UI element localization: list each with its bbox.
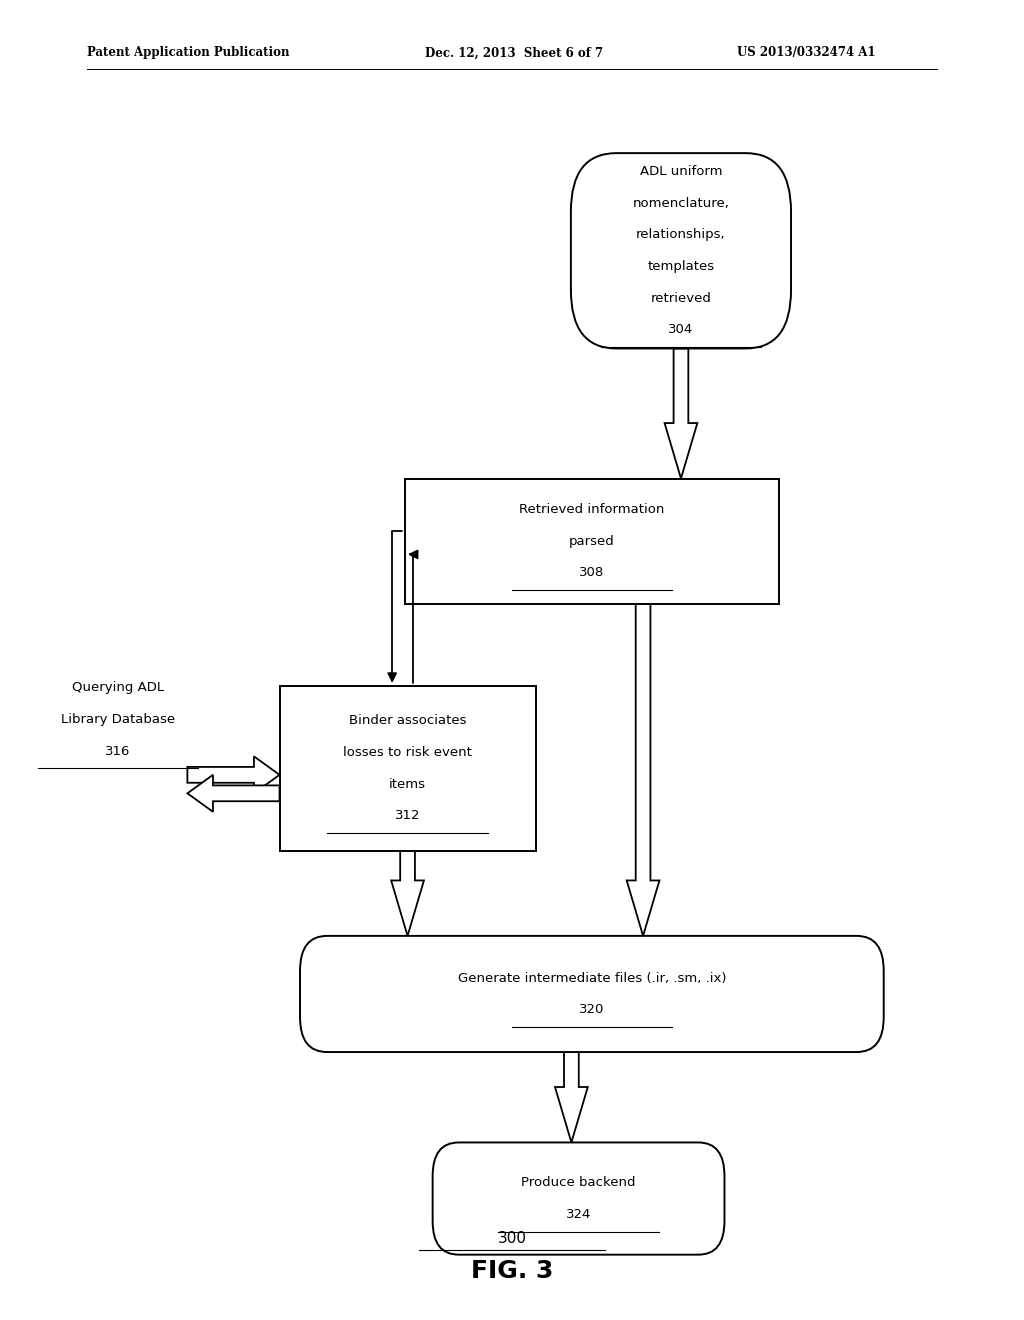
Text: 312: 312 xyxy=(395,809,420,822)
Text: items: items xyxy=(389,777,426,791)
Text: FIG. 3: FIG. 3 xyxy=(471,1259,553,1283)
Text: nomenclature,: nomenclature, xyxy=(633,197,729,210)
Text: retrieved: retrieved xyxy=(650,292,712,305)
FancyArrow shape xyxy=(391,851,424,936)
Text: ADL uniform: ADL uniform xyxy=(640,165,722,178)
FancyArrow shape xyxy=(187,775,280,812)
Text: 320: 320 xyxy=(580,1003,604,1016)
Text: Patent Application Publication: Patent Application Publication xyxy=(87,46,290,59)
FancyArrow shape xyxy=(187,756,280,793)
FancyBboxPatch shape xyxy=(571,153,791,348)
FancyBboxPatch shape xyxy=(300,936,884,1052)
Text: 324: 324 xyxy=(566,1208,591,1221)
FancyBboxPatch shape xyxy=(432,1142,725,1254)
Text: Generate intermediate files (.ir, .sm, .ix): Generate intermediate files (.ir, .sm, .… xyxy=(458,972,726,985)
Text: Binder associates: Binder associates xyxy=(349,714,466,727)
Text: 304: 304 xyxy=(669,323,693,337)
Text: relationships,: relationships, xyxy=(636,228,726,242)
Text: 300: 300 xyxy=(498,1230,526,1246)
Text: 316: 316 xyxy=(105,744,130,758)
Text: Querying ADL: Querying ADL xyxy=(72,681,164,694)
FancyArrow shape xyxy=(555,1052,588,1142)
Text: Produce backend: Produce backend xyxy=(521,1176,636,1189)
Text: templates: templates xyxy=(647,260,715,273)
Bar xyxy=(404,479,778,605)
FancyArrow shape xyxy=(665,348,697,479)
Text: losses to risk event: losses to risk event xyxy=(343,746,472,759)
Text: Library Database: Library Database xyxy=(60,713,175,726)
Text: Dec. 12, 2013  Sheet 6 of 7: Dec. 12, 2013 Sheet 6 of 7 xyxy=(425,46,603,59)
Text: US 2013/0332474 A1: US 2013/0332474 A1 xyxy=(737,46,876,59)
Text: 308: 308 xyxy=(580,566,604,579)
FancyArrow shape xyxy=(627,605,659,936)
Text: Retrieved information: Retrieved information xyxy=(519,503,665,516)
Bar xyxy=(280,686,536,851)
Text: parsed: parsed xyxy=(569,535,614,548)
